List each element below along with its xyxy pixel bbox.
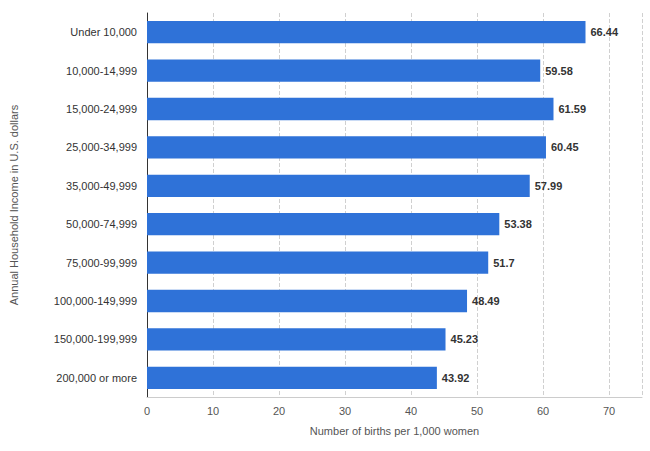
svg-text:Number of births per 1,000 wom: Number of births per 1,000 women xyxy=(310,425,479,437)
svg-text:30: 30 xyxy=(339,405,351,417)
svg-text:150,000-199,999: 150,000-199,999 xyxy=(54,333,137,345)
svg-text:75,000-99,999: 75,000-99,999 xyxy=(66,257,137,269)
svg-text:59.58: 59.58 xyxy=(545,65,573,77)
svg-text:60: 60 xyxy=(537,405,549,417)
svg-text:43.92: 43.92 xyxy=(442,372,470,384)
svg-text:48.49: 48.49 xyxy=(472,295,500,307)
svg-text:50: 50 xyxy=(471,405,483,417)
svg-text:15,000-24,999: 15,000-24,999 xyxy=(66,103,137,115)
svg-text:10,000-14,999: 10,000-14,999 xyxy=(66,65,137,77)
svg-text:70: 70 xyxy=(603,405,615,417)
svg-text:50,000-74,999: 50,000-74,999 xyxy=(66,218,137,230)
svg-text:35,000-49,999: 35,000-49,999 xyxy=(66,180,137,192)
svg-text:Under 10,000: Under 10,000 xyxy=(70,26,137,38)
svg-text:200,000 or more: 200,000 or more xyxy=(56,372,137,384)
svg-text:0: 0 xyxy=(144,405,150,417)
svg-text:100,000-149,999: 100,000-149,999 xyxy=(54,295,137,307)
svg-text:57.99: 57.99 xyxy=(535,180,563,192)
svg-text:60.45: 60.45 xyxy=(551,141,579,153)
svg-text:Annual Household Income in U.S: Annual Household Income in U.S. dollars xyxy=(8,104,20,305)
svg-text:25,000-34,999: 25,000-34,999 xyxy=(66,141,137,153)
svg-text:66.44: 66.44 xyxy=(591,26,619,38)
svg-text:51.7: 51.7 xyxy=(493,257,514,269)
svg-text:20: 20 xyxy=(273,405,285,417)
svg-text:10: 10 xyxy=(207,405,219,417)
svg-text:53.38: 53.38 xyxy=(504,218,532,230)
svg-text:61.59: 61.59 xyxy=(558,103,586,115)
svg-text:40: 40 xyxy=(405,405,417,417)
svg-text:45.23: 45.23 xyxy=(451,333,479,345)
